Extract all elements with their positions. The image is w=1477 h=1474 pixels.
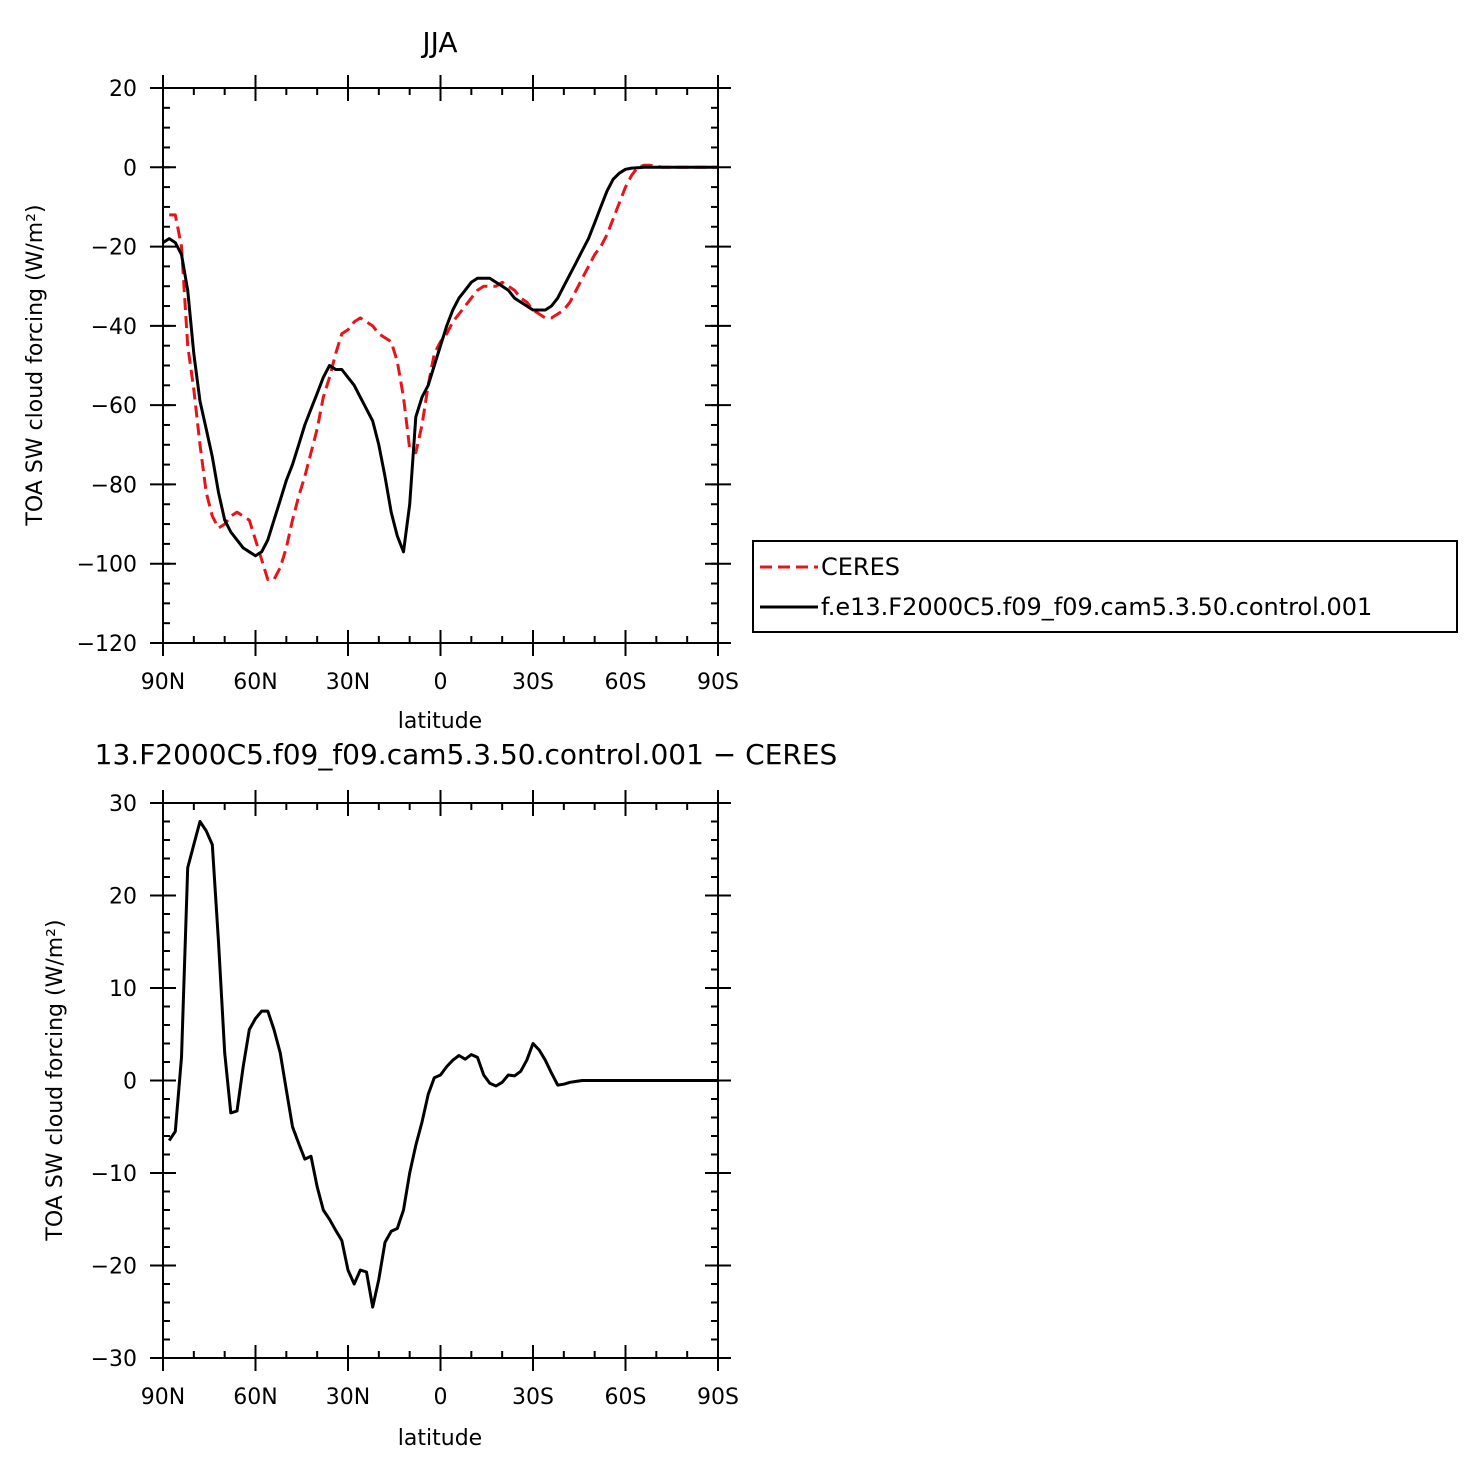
y-tick-label: 0 [123,1070,137,1095]
y-tick-label: −10 [91,1162,137,1187]
x-tick-label: 90N [141,1385,185,1410]
x-tick-label: 90S [697,1385,739,1410]
y-tick-label: 30 [109,792,137,817]
y-tick-label: −100 [77,553,137,578]
top-panel-x-axis-title: latitude [398,709,482,734]
bottom-panel-title: 13.F2000C5.f09_f09.cam5.3.50.control.001… [95,738,838,771]
top-panel-y-axis-title: TOA SW cloud forcing (W/m²) [23,204,48,526]
top-panel: JJA 90N 60N 30N 0 30S 60S 90S −120 −100 −80 −60 −4… [23,26,739,734]
legend-box [752,540,1458,633]
y-tick-label: 20 [109,885,137,910]
y-tick-label: −20 [91,1255,137,1280]
x-tick-label: 60N [233,670,277,695]
legend: CERES f.e13.F2000C5.f09_f09.cam5.3.50.co… [752,540,1458,633]
legend-model-label: f.e13.F2000C5.f09_f09.cam5.3.50.control.… [821,593,1372,621]
y-tick-label: −30 [91,1347,137,1372]
top-panel-series-lines [162,163,718,582]
top-panel-y-tick-labels: −120 −100 −80 −60 −40 −20 0 20 [77,77,137,657]
x-tick-label: 90S [697,670,739,695]
x-tick-label: 90N [141,670,185,695]
bottom-panel-y-axis-title: TOA SW cloud forcing (W/m²) [43,919,68,1241]
ceres-series-line [169,163,718,582]
bottom-panel-y-tick-labels: −30 −20 −10 0 10 20 30 [91,792,137,1372]
top-panel-ticks [150,75,731,656]
legend-ceres-label: CERES [821,553,900,581]
y-tick-label: 20 [109,77,137,102]
y-tick-label: −40 [91,315,137,340]
bottom-panel: 13.F2000C5.f09_f09.cam5.3.50.control.001… [43,738,837,1451]
top-panel-x-tick-labels: 90N 60N 30N 0 30S 60S 90S [141,670,739,695]
x-tick-label: 0 [434,1385,448,1410]
model-series-line [162,165,718,558]
x-tick-label: 60S [605,670,647,695]
x-tick-label: 60N [233,1385,277,1410]
difference-series-line [167,820,718,1309]
bottom-panel-x-axis-title: latitude [398,1426,482,1451]
y-tick-label: −80 [91,473,137,498]
x-tick-label: 30S [512,670,554,695]
y-tick-label: 0 [123,156,137,181]
x-tick-label: 30N [326,670,370,695]
bottom-panel-ticks [150,790,731,1371]
top-panel-title: JJA [420,26,457,59]
y-tick-label: −120 [77,632,137,657]
y-tick-label: −60 [91,394,137,419]
x-tick-label: 30N [326,1385,370,1410]
x-tick-label: 30S [512,1385,554,1410]
x-tick-label: 60S [605,1385,647,1410]
y-tick-label: 10 [109,977,137,1002]
x-tick-label: 0 [434,670,448,695]
y-tick-label: −20 [91,236,137,261]
bottom-panel-series-lines [167,820,718,1309]
bottom-panel-x-tick-labels: 90N 60N 30N 0 30S 60S 90S [141,1385,739,1410]
